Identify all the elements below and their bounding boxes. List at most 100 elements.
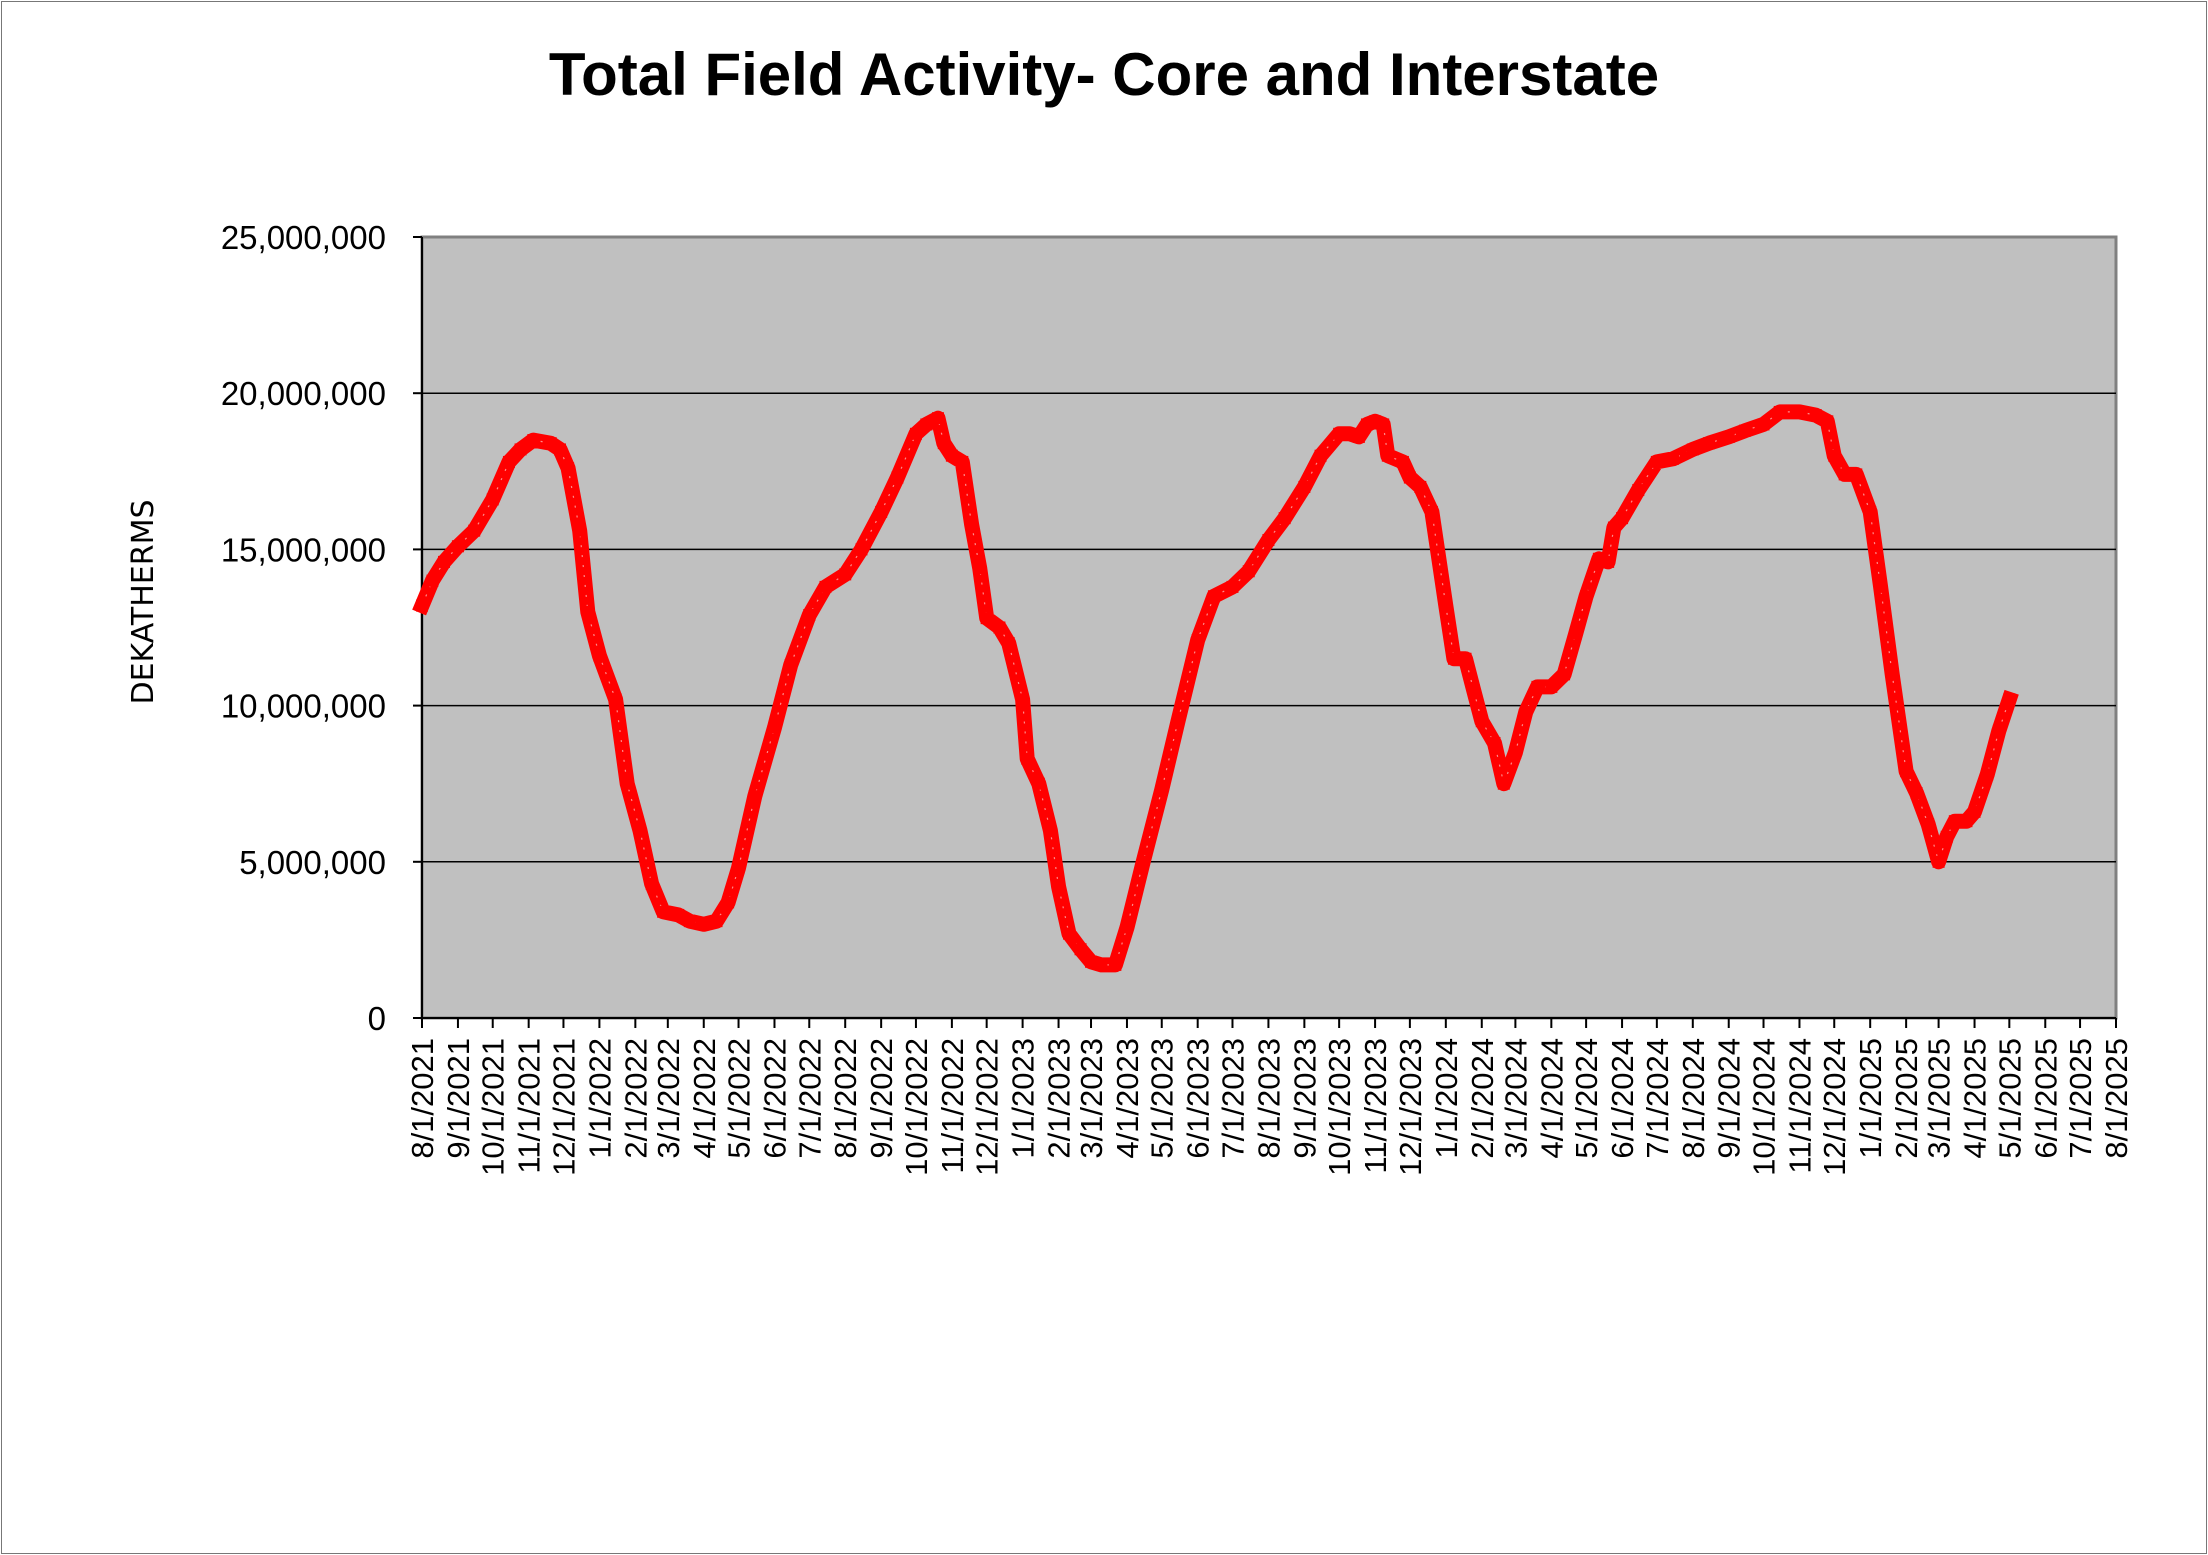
- data-point: [468, 524, 481, 537]
- x-tick-label: 6/1/2023: [1181, 1038, 1216, 1159]
- data-point: [1447, 652, 1460, 665]
- x-tick-label: 5/1/2024: [1569, 1038, 1604, 1159]
- data-point: [1864, 505, 1877, 518]
- data-point: [697, 918, 710, 931]
- data-point: [855, 543, 868, 556]
- data-point: [502, 455, 515, 468]
- data-point: [633, 824, 646, 837]
- data-point: [2003, 693, 2016, 706]
- data-point: [1519, 705, 1532, 718]
- data-point: [1558, 668, 1571, 681]
- y-tick-label: 15,000,000: [221, 531, 386, 568]
- data-point: [451, 540, 464, 553]
- x-tick-label: 2/1/2024: [1465, 1038, 1500, 1159]
- data-point: [1632, 484, 1645, 497]
- data-point: [945, 449, 958, 462]
- data-point: [1900, 765, 1913, 778]
- x-tick-label: 8/1/2021: [405, 1038, 440, 1159]
- data-point: [1403, 471, 1416, 484]
- data-point: [1940, 830, 1953, 843]
- x-tick-label: 10/1/2024: [1747, 1038, 1782, 1176]
- data-point: [1793, 405, 1806, 418]
- x-tick-label: 6/1/2022: [757, 1038, 792, 1159]
- data-point: [581, 605, 594, 618]
- x-tick-label: 7/1/2022: [792, 1038, 827, 1159]
- data-point: [1850, 468, 1863, 481]
- data-point: [875, 505, 888, 518]
- x-tick-label: 6/1/2024: [1605, 1038, 1640, 1159]
- data-point: [1773, 405, 1786, 418]
- data-point: [722, 896, 735, 909]
- x-tick-label: 8/1/2024: [1676, 1038, 1711, 1159]
- data-point: [1580, 590, 1593, 603]
- data-point: [1545, 680, 1558, 693]
- data-point: [621, 777, 634, 790]
- data-point: [1821, 415, 1834, 428]
- data-point: [1569, 627, 1582, 640]
- x-tick-label: 4/1/2024: [1534, 1038, 1569, 1159]
- data-point: [920, 418, 933, 431]
- data-point: [1377, 418, 1390, 431]
- data-point: [1207, 590, 1220, 603]
- data-point: [1085, 955, 1098, 968]
- x-tick-label: 9/1/2022: [864, 1038, 899, 1159]
- data-point: [573, 524, 586, 537]
- data-point: [1722, 430, 1735, 443]
- x-tick-label: 7/1/2024: [1640, 1038, 1675, 1159]
- data-point: [1531, 680, 1544, 693]
- data-point: [1137, 855, 1150, 868]
- data-point: [1052, 880, 1065, 893]
- data-point: [956, 455, 969, 468]
- data-point: [784, 658, 797, 671]
- data-point: [931, 412, 944, 425]
- y-tick-label: 10,000,000: [221, 688, 386, 725]
- data-point: [486, 493, 499, 506]
- x-tick-label: 10/1/2023: [1322, 1038, 1357, 1176]
- plot-area: [420, 235, 2118, 1020]
- axes: [413, 236, 2117, 1028]
- data-point: [909, 427, 922, 440]
- data-point: [732, 862, 745, 875]
- data-point: [1109, 958, 1122, 971]
- data-point: [562, 462, 575, 475]
- x-tick-label: 9/1/2021: [441, 1038, 476, 1159]
- data-point: [1467, 683, 1480, 696]
- data-point: [1607, 521, 1620, 534]
- data-point: [1738, 424, 1751, 437]
- x-tick-label: 2/1/2025: [1889, 1038, 1924, 1159]
- data-point: [1602, 555, 1615, 568]
- x-tick-label: 9/1/2023: [1287, 1038, 1322, 1159]
- x-tick-label: 1/1/2023: [1006, 1038, 1041, 1159]
- x-tick-label: 11/1/2022: [935, 1038, 970, 1174]
- data-point: [1242, 565, 1255, 578]
- data-point: [1968, 805, 1981, 818]
- data-point: [1616, 512, 1629, 525]
- x-tick-label: 12/1/2024: [1817, 1038, 1852, 1176]
- x-tick-label: 11/1/2023: [1358, 1038, 1393, 1174]
- data-point: [1095, 958, 1108, 971]
- data-point: [1874, 580, 1887, 593]
- data-point: [1686, 443, 1699, 456]
- data-point: [1262, 534, 1275, 547]
- data-point: [803, 609, 816, 622]
- data-point: [748, 790, 761, 803]
- data-point: [839, 568, 852, 581]
- x-tick-label: 11/1/2024: [1782, 1038, 1817, 1174]
- x-tick-label: 6/1/2025: [2028, 1038, 2063, 1159]
- data-point: [1439, 599, 1452, 612]
- x-tick-label: 8/1/2022: [828, 1038, 863, 1159]
- x-tick-label: 4/1/2025: [1958, 1038, 1993, 1159]
- data-point: [1667, 452, 1680, 465]
- y-tick-label: 25,000,000: [221, 219, 386, 256]
- data-point: [1381, 449, 1394, 462]
- data-point: [1932, 855, 1945, 868]
- x-tick-label: 4/1/2022: [687, 1038, 722, 1159]
- data-point: [553, 443, 566, 456]
- data-point: [1226, 580, 1239, 593]
- data-point: [416, 599, 428, 612]
- data-point: [937, 437, 950, 450]
- y-tick-label: 0: [368, 1000, 386, 1037]
- data-point: [1809, 409, 1822, 422]
- data-point: [1828, 449, 1841, 462]
